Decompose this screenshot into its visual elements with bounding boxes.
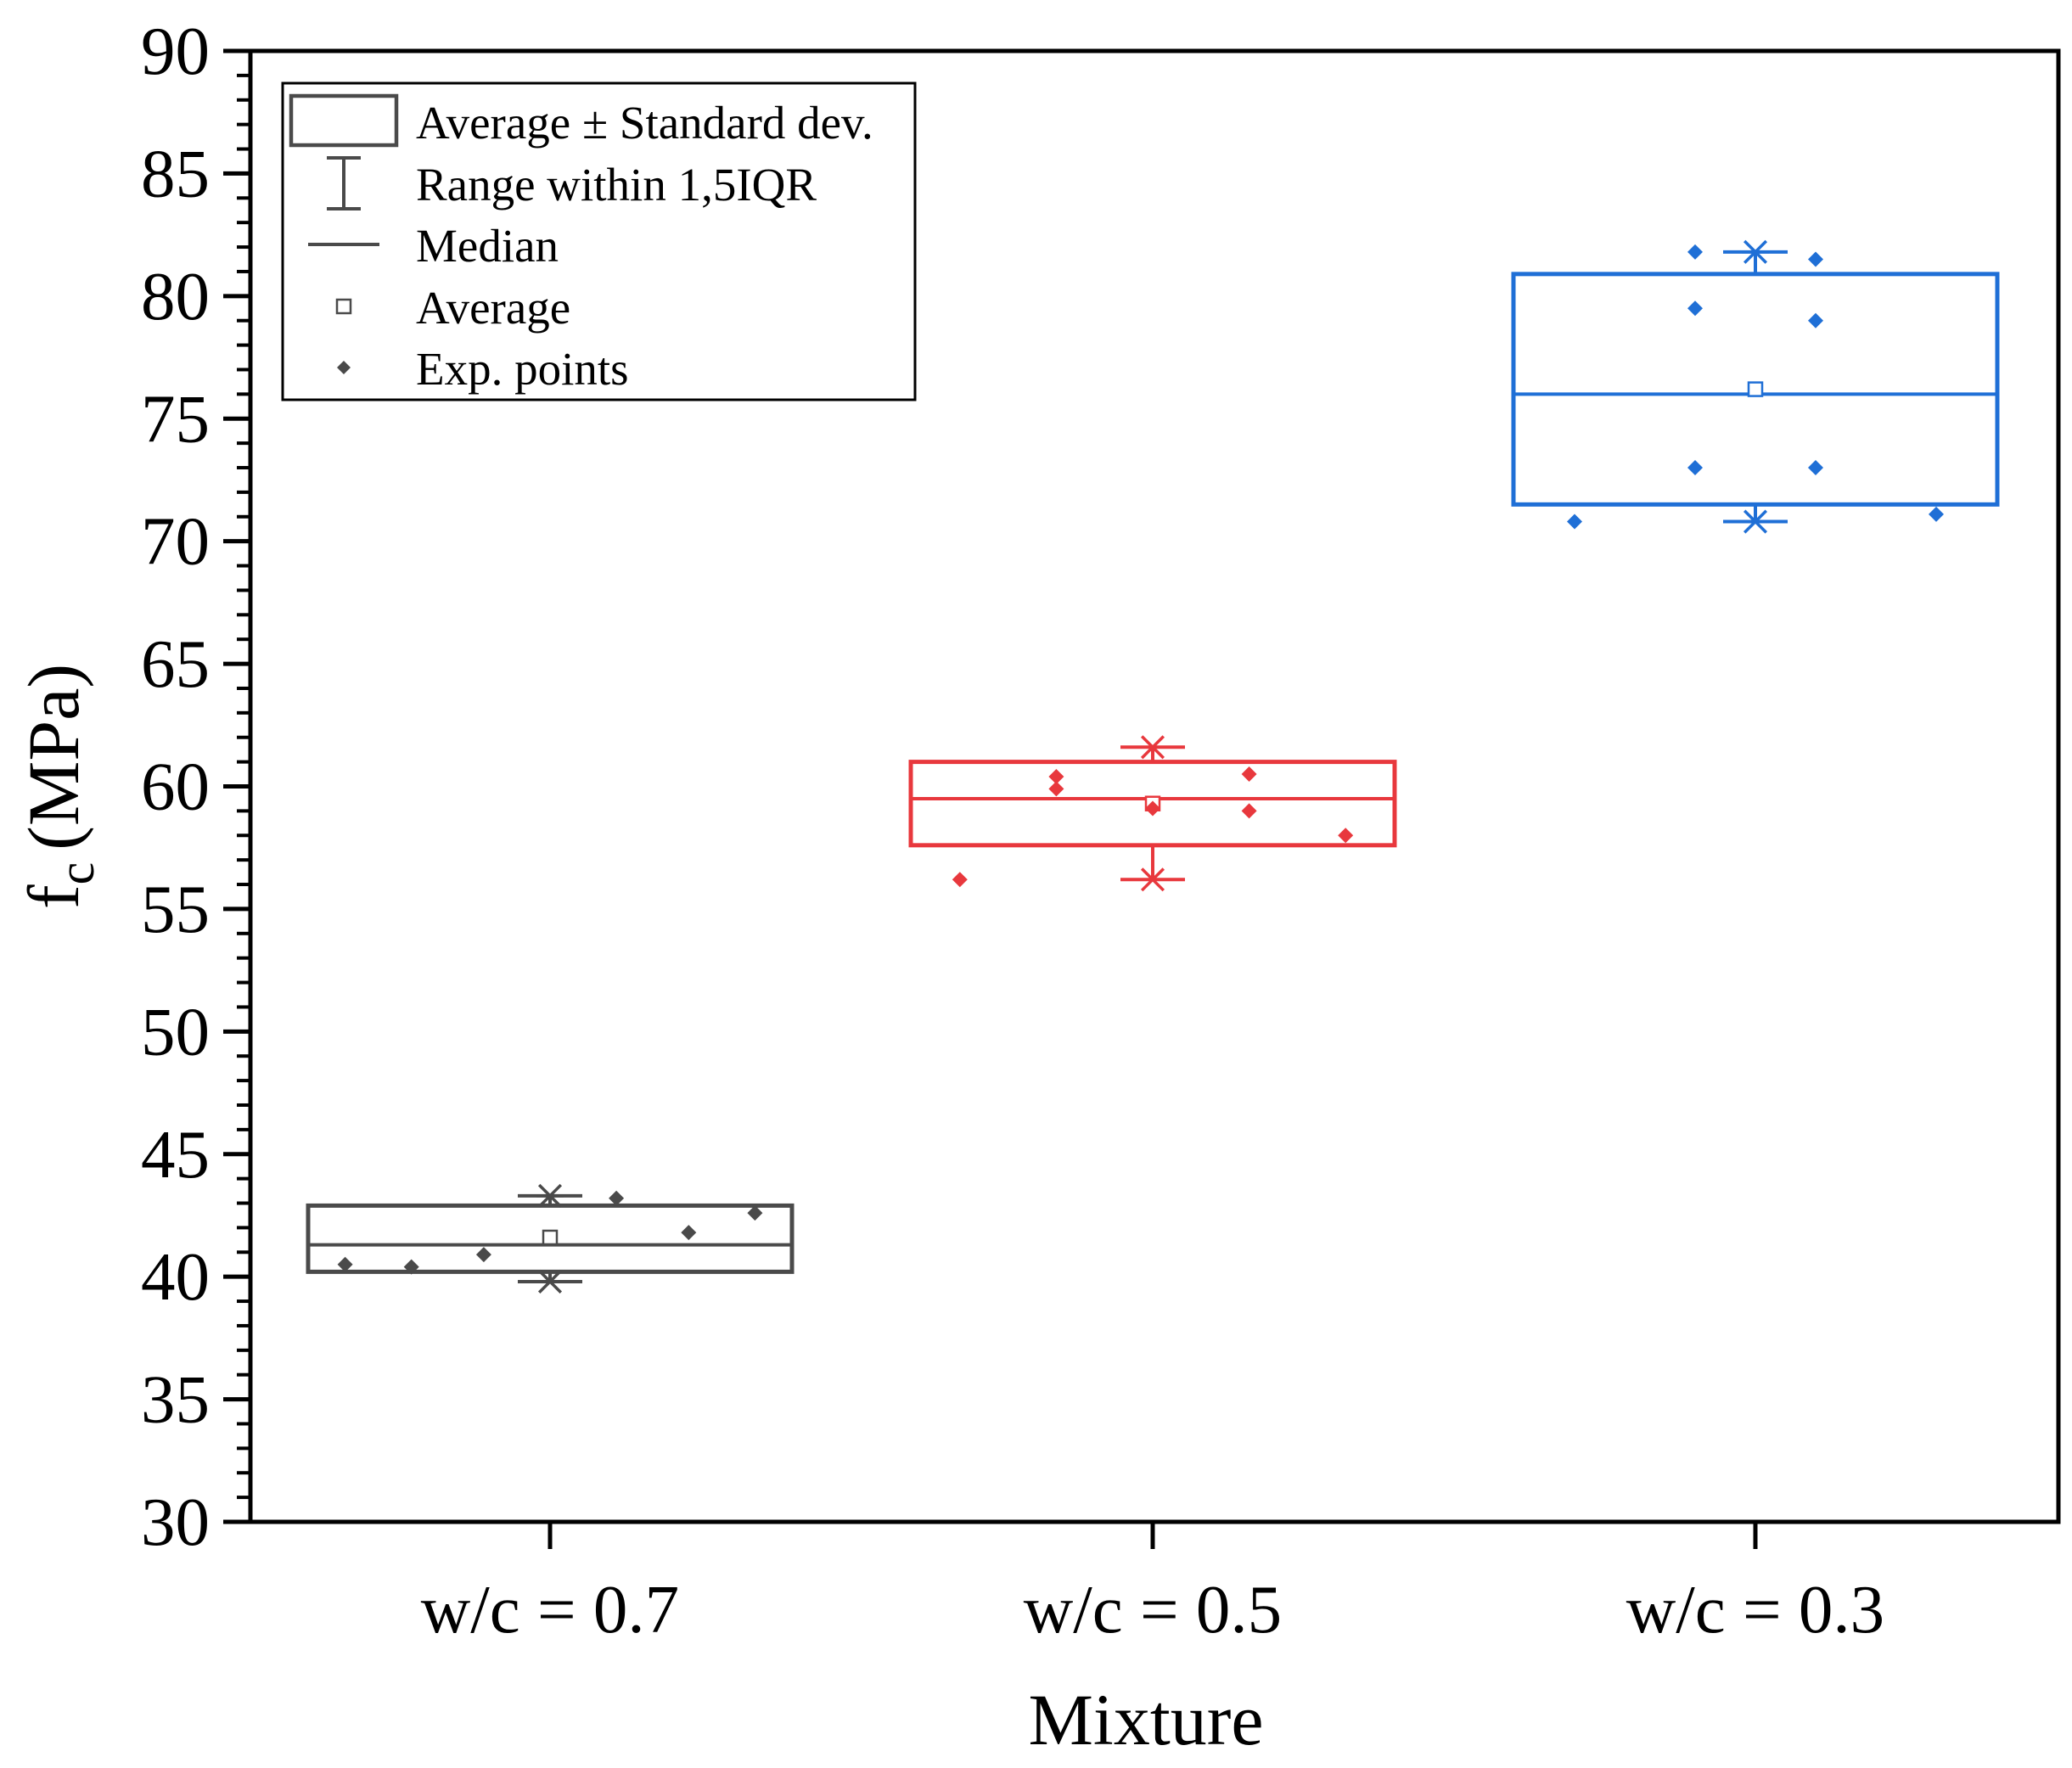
box-group: [1511, 239, 2000, 534]
y-tick-label: 30: [141, 1484, 210, 1560]
y-tick-label: 75: [141, 380, 210, 457]
mean-marker: [542, 1229, 559, 1246]
y-axis-title-main: f: [13, 884, 94, 909]
data-point: [1808, 251, 1823, 267]
data-point: [1687, 460, 1703, 476]
y-tick-label: 60: [141, 749, 210, 825]
legend-entry: Median: [308, 220, 559, 272]
max-marker: [1742, 239, 1769, 264]
data-point: [1687, 244, 1703, 260]
data-point: [1048, 781, 1064, 797]
data-point: [952, 872, 968, 888]
y-tick-label: 45: [141, 1116, 210, 1193]
y-tick-label: 70: [141, 503, 210, 580]
data-point: [475, 1247, 491, 1263]
min-marker: [1139, 867, 1166, 892]
legend-entry: Range within 1,5IQR: [327, 156, 817, 210]
legend-entry: Exp. points: [337, 343, 629, 395]
legend-label: Exp. points: [416, 343, 629, 395]
max-marker: [1139, 735, 1166, 760]
box-group: [908, 735, 1397, 892]
data-point: [1145, 800, 1160, 817]
y-tick-label: 65: [141, 626, 210, 702]
legend-frame: [281, 81, 917, 401]
x-category-label: w/c = 0.7: [421, 1571, 679, 1647]
legend-box-icon: [289, 93, 399, 148]
mean-marker: [1747, 381, 1764, 397]
data-point: [1048, 768, 1064, 784]
max-marker-d2: [1743, 239, 1768, 264]
y-tick-label: 85: [141, 135, 210, 211]
y-tick-label: 90: [141, 13, 210, 89]
legend-label: Average ± Standard dev.: [416, 97, 873, 149]
data-point: [403, 1259, 419, 1275]
legend-label: Range within 1,5IQR: [416, 159, 817, 210]
box-std-dev: [908, 760, 1397, 848]
y-tick-label: 80: [141, 258, 210, 334]
min-marker-d2: [1743, 509, 1768, 534]
y-axis-title-unit: (MPa): [13, 664, 94, 850]
legend-entry: Average ± Standard dev.: [289, 93, 873, 149]
x-axis-title: Mixture: [1028, 1679, 1263, 1760]
data-point: [1241, 803, 1257, 819]
plot-frame: [248, 48, 2061, 1524]
box-std-dev: [1511, 272, 2000, 507]
data-point: [1808, 460, 1823, 476]
y-tick-label: 55: [141, 871, 210, 947]
data-point: [747, 1205, 763, 1221]
legend-entry: Average: [335, 282, 570, 334]
y-tick-label: 40: [141, 1238, 210, 1315]
data-point: [337, 1256, 353, 1272]
min-marker: [1742, 509, 1769, 534]
legend: Average ± Standard dev. Range within 1,5I…: [281, 81, 917, 401]
axes-layer: 30 35 40 45 50 55 60 65 70 75 80 85 90 w/c = 0.7 w/c =…: [141, 13, 1884, 1647]
max-marker: [536, 1183, 564, 1208]
x-category-label: w/c = 0.5: [1024, 1571, 1282, 1647]
data-point: [1687, 300, 1703, 317]
data-point: [609, 1190, 625, 1206]
legend-label: Median: [416, 220, 559, 272]
min-marker-d2: [537, 1269, 563, 1294]
legend-label: Average: [416, 282, 570, 334]
y-axis-title-sub: c: [48, 862, 104, 885]
box-std-dev: [306, 1203, 795, 1274]
data-point: [1241, 766, 1257, 783]
y-tick-label: 35: [141, 1361, 210, 1438]
data-point: [681, 1225, 697, 1241]
legend-point-icon: [337, 361, 351, 374]
legend-average-icon: [335, 298, 352, 315]
min-marker: [536, 1269, 564, 1294]
data-point: [1567, 514, 1582, 530]
points-layer: [337, 244, 1944, 1275]
data-point: [1338, 828, 1354, 844]
y-axis-title: fc (MPa): [13, 664, 104, 909]
max-marker-d2: [537, 1183, 563, 1208]
data-point: [1929, 506, 1944, 522]
x-category-label: w/c = 0.3: [1626, 1571, 1884, 1647]
boxes-layer: [306, 239, 2000, 1294]
box-group: [306, 1183, 795, 1294]
y-tick-label: 50: [141, 993, 210, 1069]
min-marker-d2: [1140, 867, 1165, 892]
max-marker-d2: [1140, 735, 1165, 760]
data-point: [1808, 312, 1823, 328]
